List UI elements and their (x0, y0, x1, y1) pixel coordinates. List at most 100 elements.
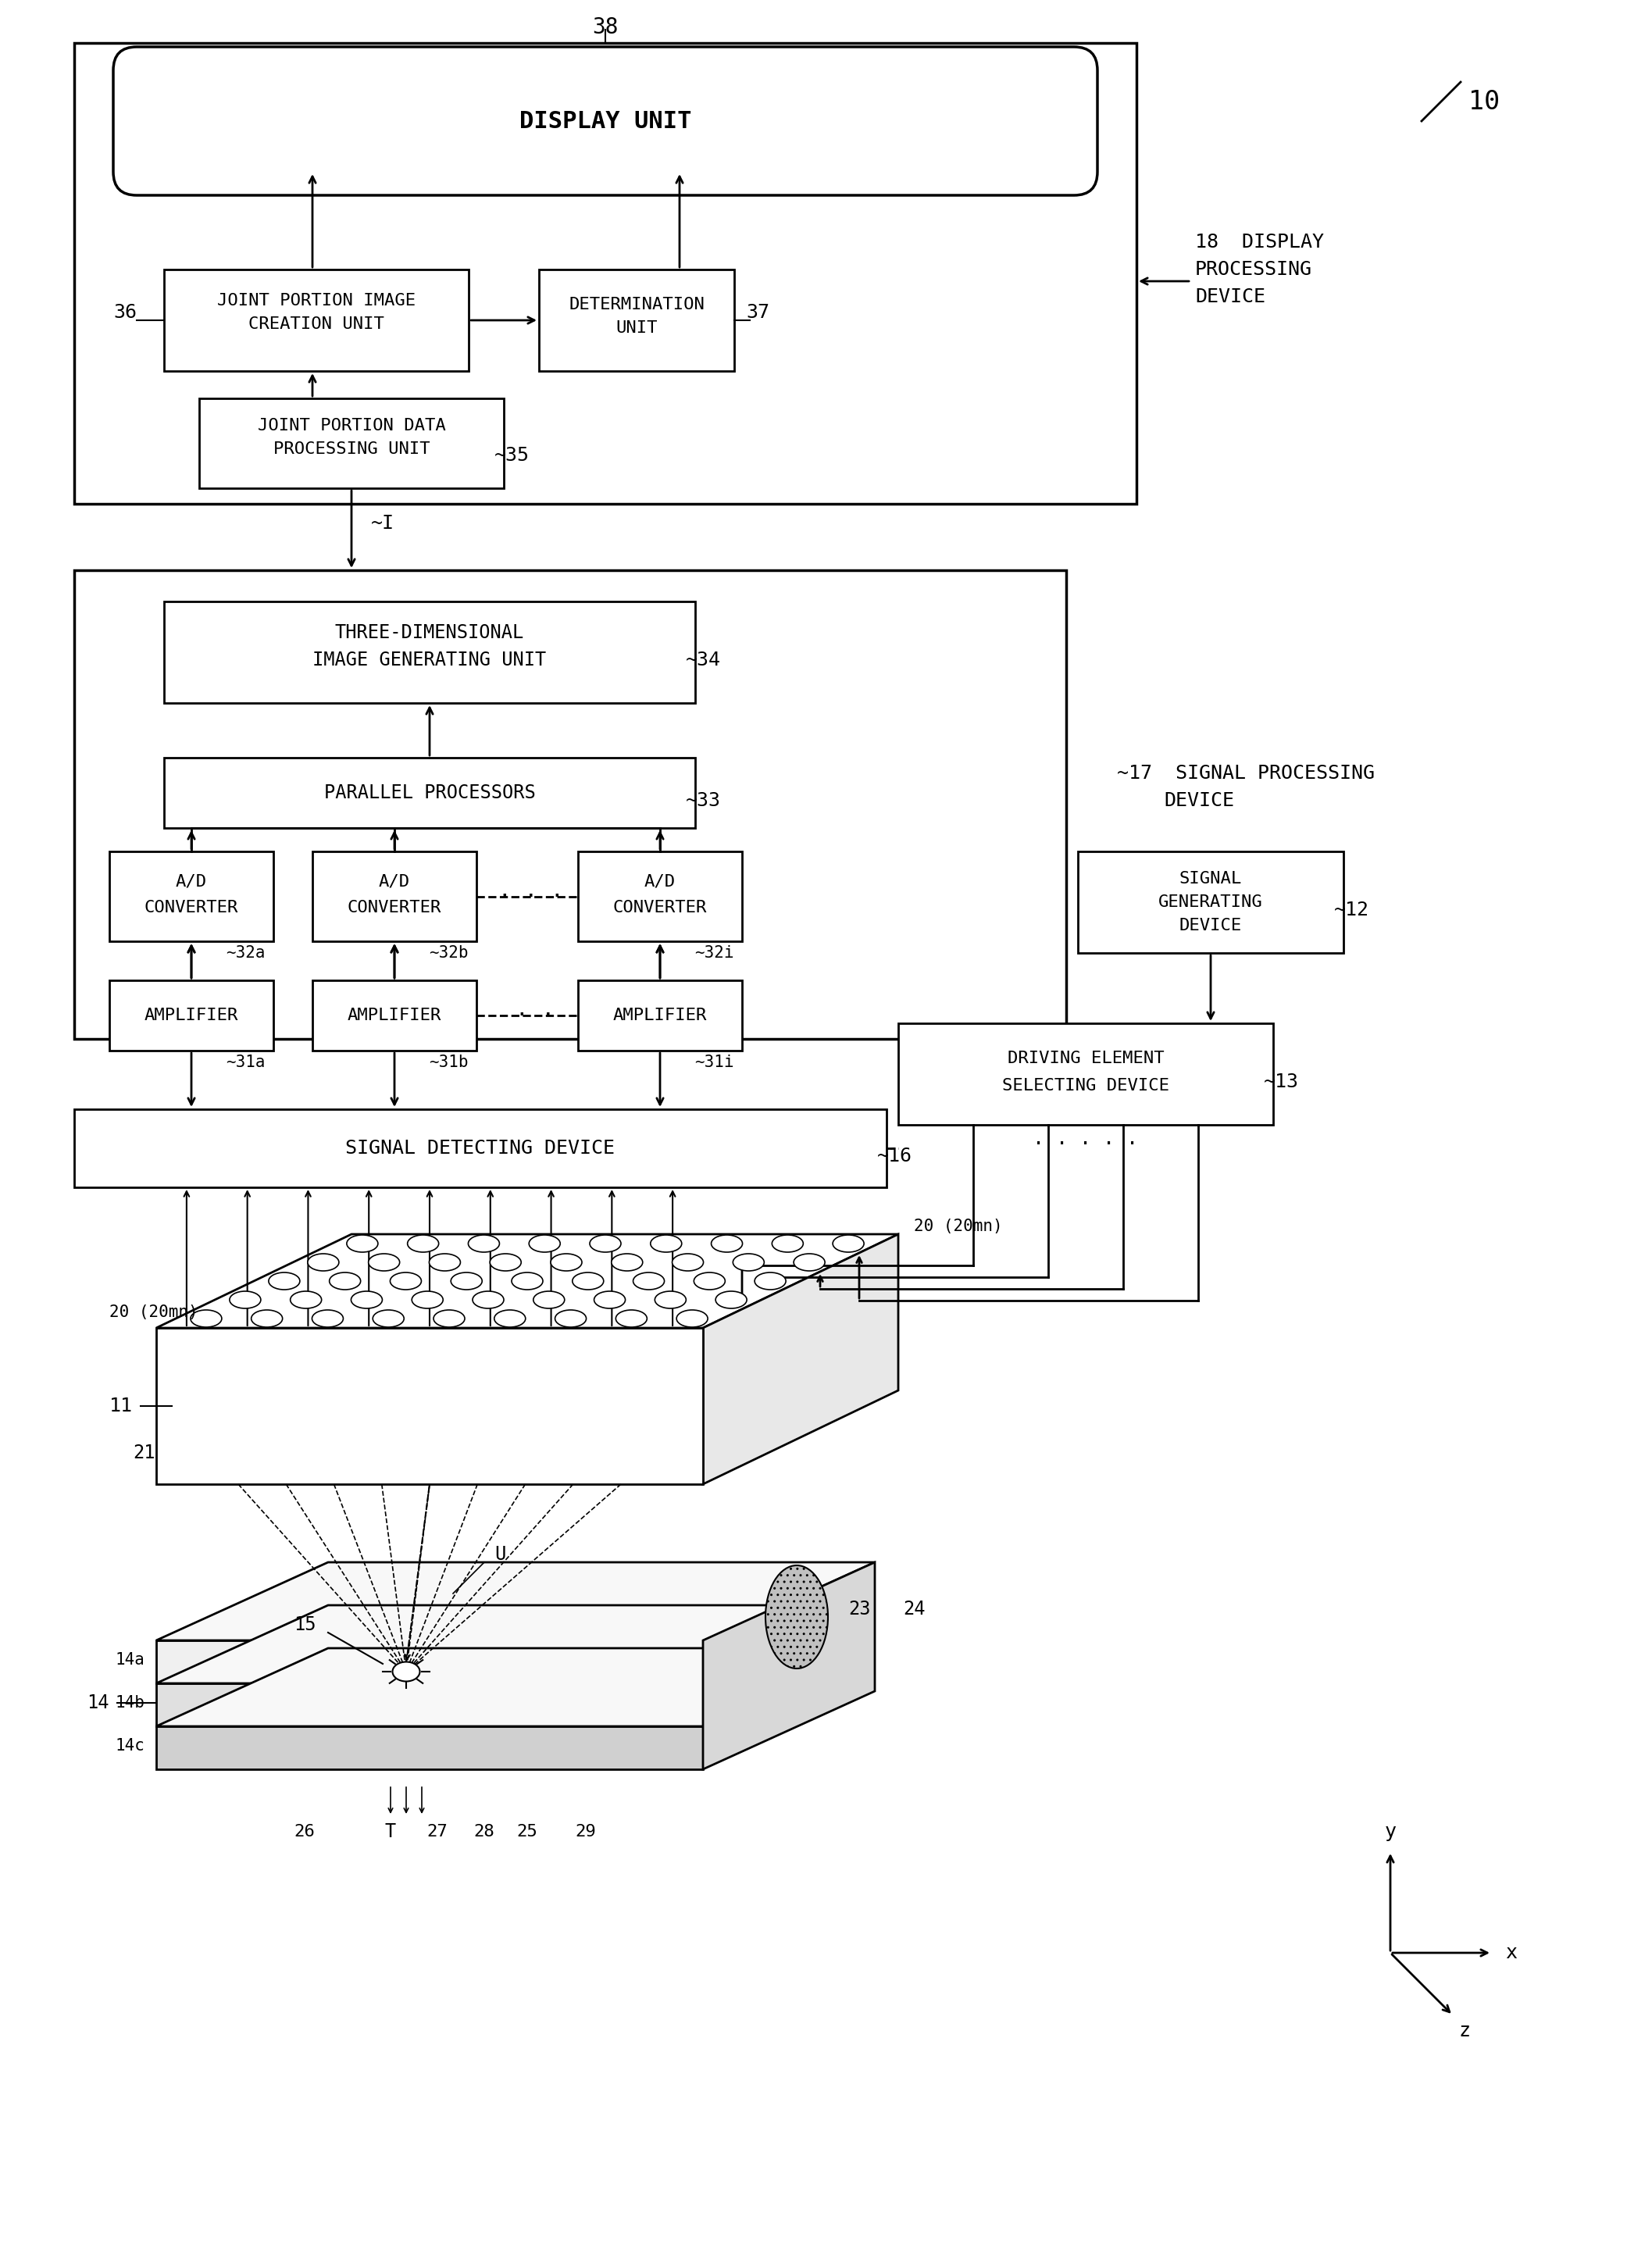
Text: ~31b: ~31b (430, 1054, 469, 1070)
Text: 26: 26 (294, 1824, 316, 1840)
FancyBboxPatch shape (109, 851, 273, 941)
Ellipse shape (534, 1290, 565, 1308)
Ellipse shape (654, 1290, 686, 1308)
Polygon shape (704, 1563, 876, 1770)
Text: ~31i: ~31i (695, 1054, 733, 1070)
FancyBboxPatch shape (109, 980, 273, 1052)
Text: AMPLIFIER: AMPLIFIER (347, 1007, 441, 1022)
Text: 24: 24 (902, 1599, 925, 1619)
Text: 21: 21 (134, 1444, 155, 1462)
Ellipse shape (611, 1254, 643, 1270)
Text: 10: 10 (1469, 88, 1500, 115)
Polygon shape (157, 1639, 704, 1682)
Text: CREATION UNIT: CREATION UNIT (248, 315, 385, 331)
Text: DRIVING ELEMENT: DRIVING ELEMENT (1008, 1052, 1165, 1065)
FancyBboxPatch shape (1077, 851, 1343, 953)
Text: PARALLEL PROCESSORS: PARALLEL PROCESSORS (324, 784, 535, 802)
FancyBboxPatch shape (312, 980, 476, 1052)
Text: 15: 15 (294, 1615, 316, 1635)
Text: CONVERTER: CONVERTER (347, 901, 441, 917)
Text: 25: 25 (517, 1824, 537, 1840)
FancyBboxPatch shape (164, 757, 695, 829)
Ellipse shape (472, 1290, 504, 1308)
Ellipse shape (529, 1234, 560, 1252)
Text: ~I: ~I (372, 513, 395, 534)
Ellipse shape (672, 1254, 704, 1270)
FancyBboxPatch shape (74, 1110, 887, 1187)
Ellipse shape (329, 1272, 360, 1290)
Text: 14a: 14a (116, 1653, 144, 1669)
Text: 27: 27 (426, 1824, 448, 1840)
Text: 36: 36 (114, 304, 137, 322)
Ellipse shape (555, 1311, 586, 1326)
Ellipse shape (190, 1311, 221, 1326)
Text: ~32i: ~32i (695, 946, 733, 962)
Text: 20 (20mn): 20 (20mn) (109, 1304, 198, 1320)
Text: ~35: ~35 (494, 446, 529, 464)
Text: 20 (20mn): 20 (20mn) (914, 1218, 1003, 1234)
FancyBboxPatch shape (164, 601, 695, 703)
Ellipse shape (733, 1254, 765, 1270)
Text: JOINT PORTION DATA: JOINT PORTION DATA (258, 419, 446, 435)
FancyBboxPatch shape (578, 980, 742, 1052)
Text: 37: 37 (747, 304, 770, 322)
Text: DISPLAY UNIT: DISPLAY UNIT (519, 110, 692, 133)
Polygon shape (704, 1234, 899, 1484)
Text: ~32b: ~32b (430, 946, 469, 962)
Polygon shape (157, 1648, 876, 1727)
Ellipse shape (291, 1290, 322, 1308)
Text: PROCESSING: PROCESSING (1194, 261, 1312, 279)
Ellipse shape (694, 1272, 725, 1290)
Text: SIGNAL DETECTING DEVICE: SIGNAL DETECTING DEVICE (345, 1140, 615, 1158)
Text: A/D: A/D (644, 874, 676, 890)
Polygon shape (157, 1563, 876, 1639)
Text: · · ·: · · · (499, 885, 563, 908)
Ellipse shape (491, 1254, 520, 1270)
Text: 11: 11 (109, 1396, 132, 1417)
FancyBboxPatch shape (164, 270, 469, 372)
Ellipse shape (590, 1234, 621, 1252)
FancyBboxPatch shape (114, 47, 1097, 196)
Text: CONVERTER: CONVERTER (613, 901, 707, 917)
Ellipse shape (352, 1290, 382, 1308)
Text: AMPLIFIER: AMPLIFIER (613, 1007, 707, 1022)
Text: SELECTING DEVICE: SELECTING DEVICE (1003, 1079, 1170, 1094)
FancyBboxPatch shape (74, 43, 1137, 504)
Ellipse shape (765, 1565, 828, 1669)
Ellipse shape (677, 1311, 707, 1326)
Ellipse shape (430, 1254, 461, 1270)
Text: ~33: ~33 (686, 790, 720, 811)
Text: DEVICE: DEVICE (1163, 790, 1234, 811)
Text: 23: 23 (847, 1599, 871, 1619)
Ellipse shape (269, 1272, 301, 1290)
FancyBboxPatch shape (200, 399, 504, 489)
Text: ~31a: ~31a (226, 1054, 266, 1070)
Ellipse shape (393, 1662, 420, 1682)
Text: 14: 14 (88, 1694, 109, 1712)
Text: 29: 29 (575, 1824, 596, 1840)
Text: 18  DISPLAY: 18 DISPLAY (1194, 232, 1323, 252)
Text: UNIT: UNIT (616, 320, 657, 336)
Polygon shape (157, 1606, 876, 1682)
Polygon shape (157, 1682, 704, 1727)
Ellipse shape (251, 1311, 282, 1326)
Text: 28: 28 (474, 1824, 494, 1840)
Text: ~16: ~16 (877, 1146, 912, 1167)
Text: 14b: 14b (116, 1696, 144, 1712)
Text: ~17  SIGNAL PROCESSING: ~17 SIGNAL PROCESSING (1117, 763, 1374, 784)
Ellipse shape (368, 1254, 400, 1270)
Ellipse shape (793, 1254, 824, 1270)
Polygon shape (157, 1329, 704, 1484)
Ellipse shape (651, 1234, 682, 1252)
Ellipse shape (572, 1272, 603, 1290)
FancyBboxPatch shape (74, 570, 1066, 1038)
Text: THREE-DIMENSIONAL: THREE-DIMENSIONAL (335, 624, 524, 642)
Text: T: T (385, 1822, 396, 1842)
Ellipse shape (616, 1311, 648, 1326)
Ellipse shape (433, 1311, 464, 1326)
Ellipse shape (408, 1234, 439, 1252)
Text: · · · · ·: · · · · · (1032, 1135, 1138, 1153)
Ellipse shape (712, 1234, 742, 1252)
Polygon shape (157, 1234, 899, 1329)
Text: A/D: A/D (175, 874, 206, 890)
